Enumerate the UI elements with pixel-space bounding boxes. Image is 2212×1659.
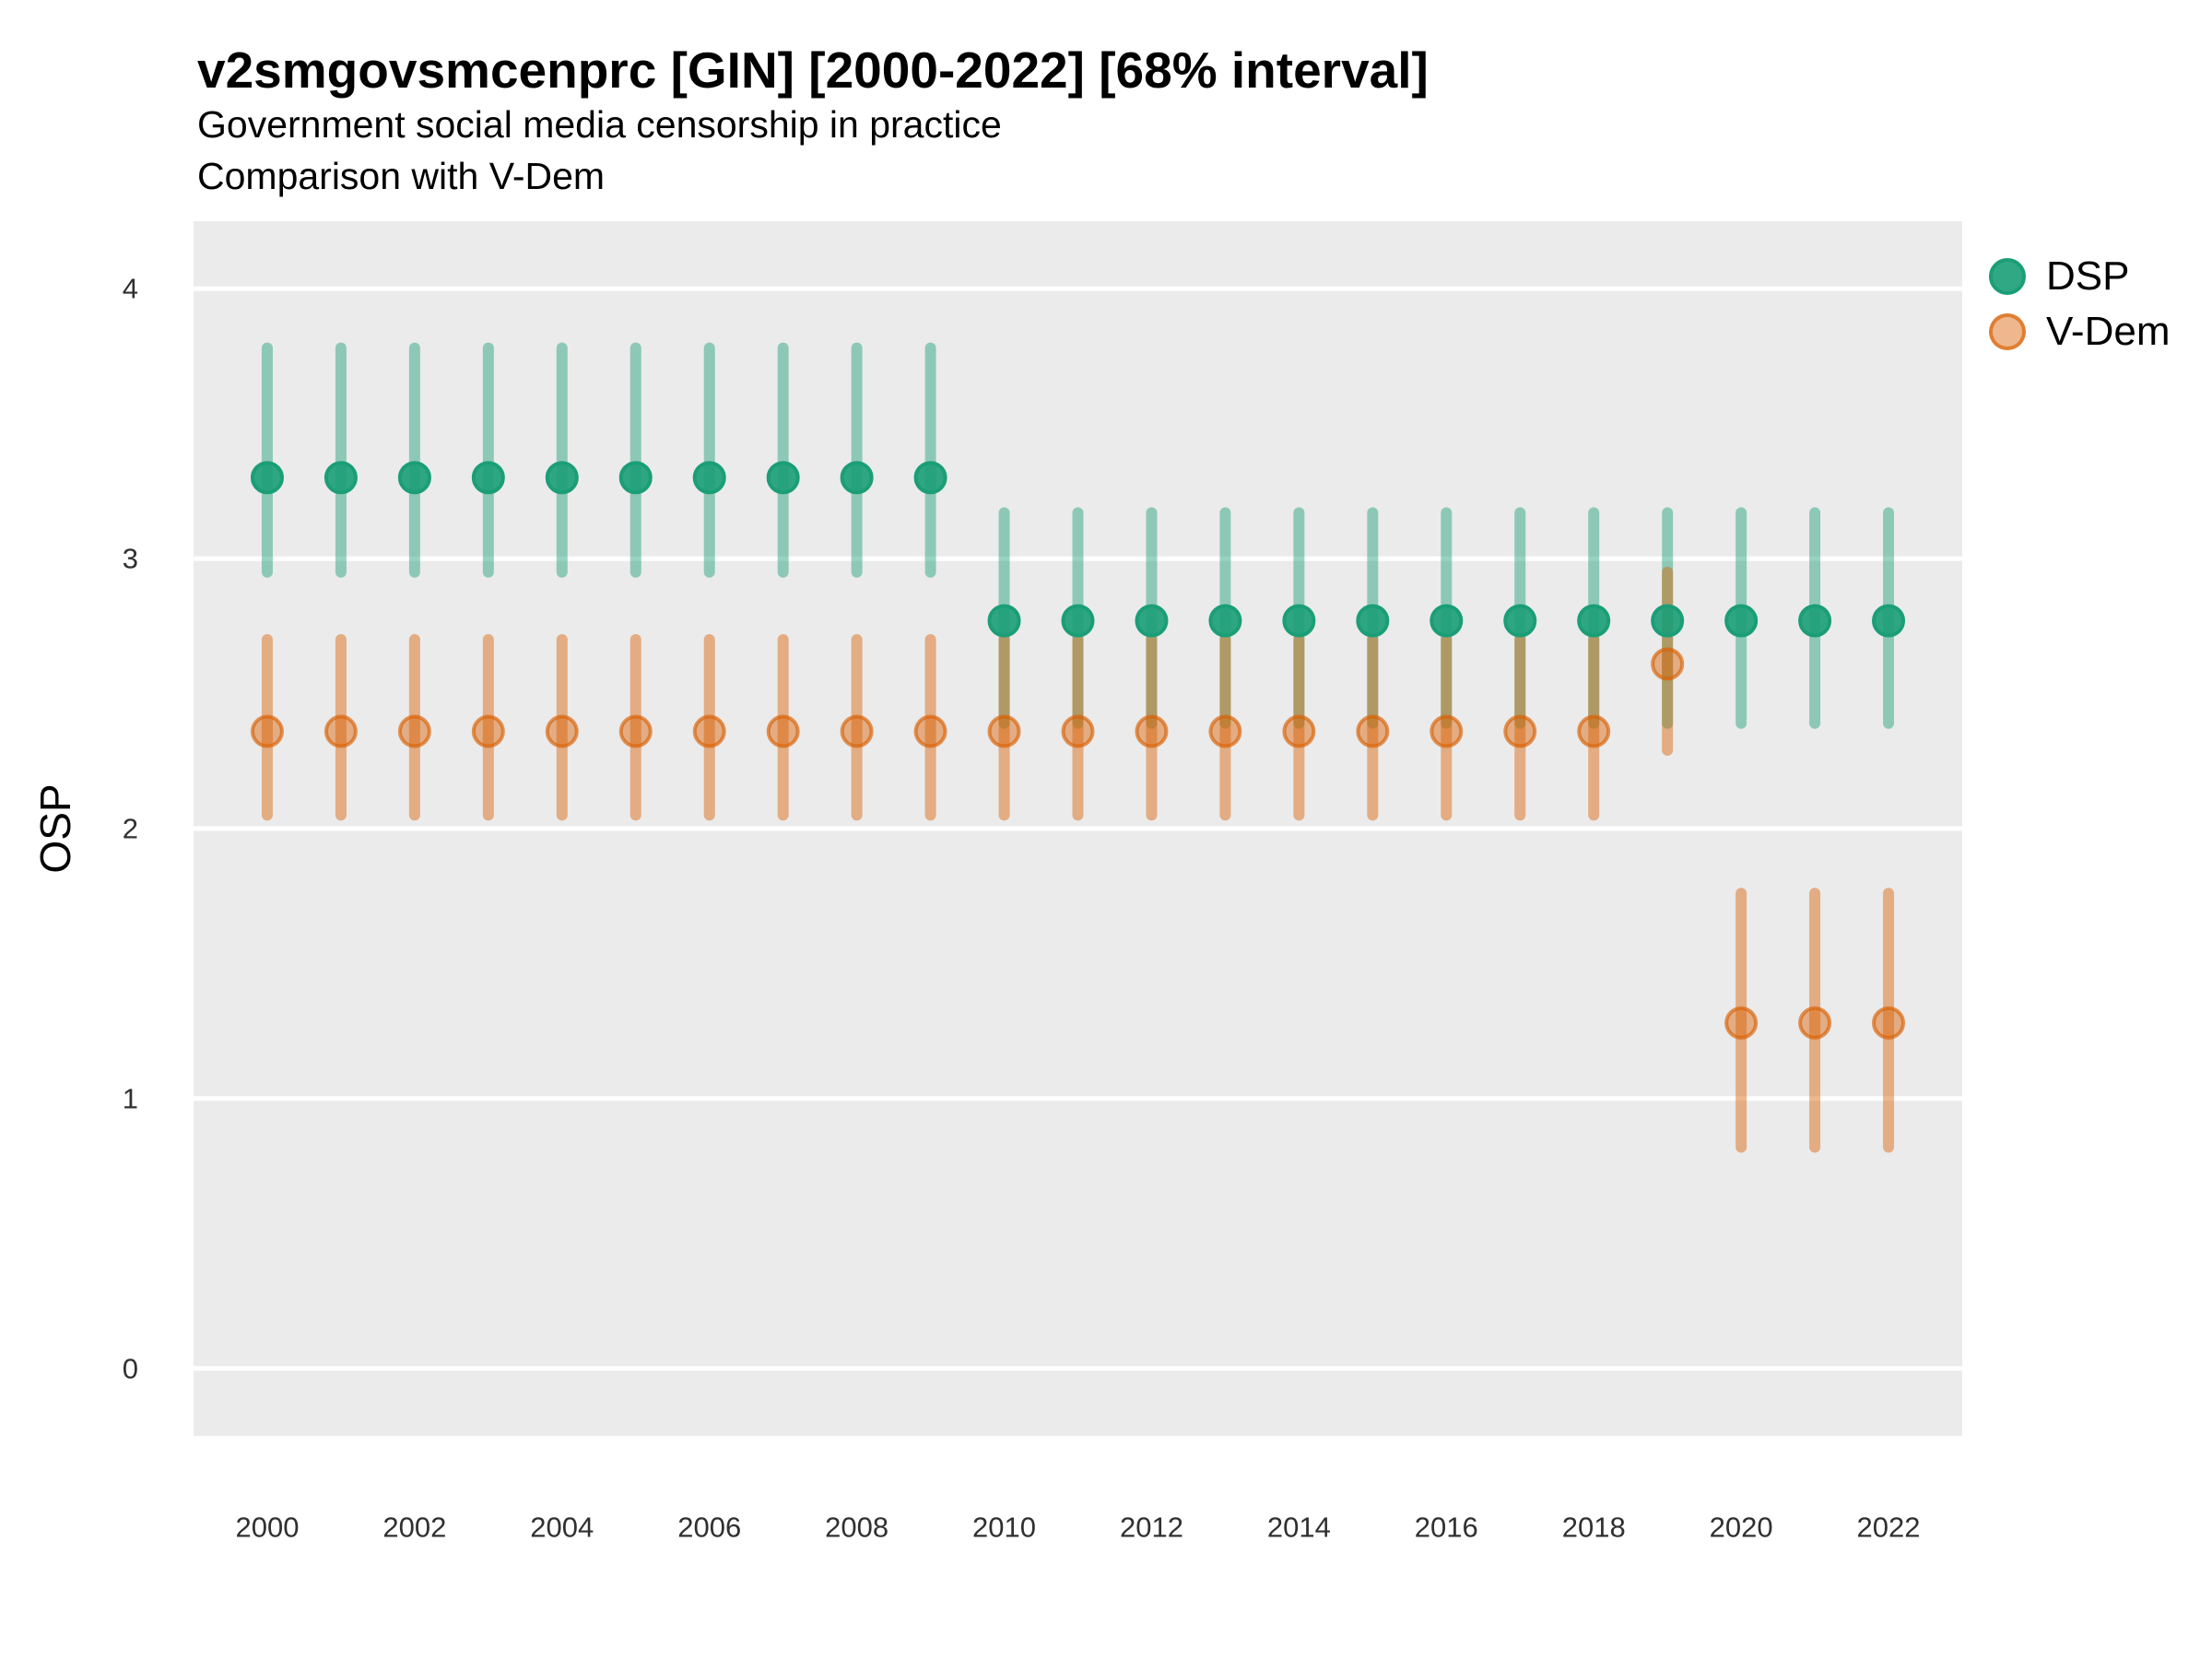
x-tick-label: 2022 <box>1857 1512 1921 1544</box>
vdem-swatch-icon <box>1989 313 2026 350</box>
vdem-point <box>1651 647 1685 681</box>
vdem-point <box>840 714 874 748</box>
vdem-point <box>1135 714 1169 748</box>
dsp-point <box>1061 604 1095 638</box>
dsp-point <box>1135 604 1169 638</box>
dsp-point <box>1651 604 1685 638</box>
dsp-point <box>840 461 874 495</box>
vdem-point <box>471 714 505 748</box>
vdem-point <box>1503 714 1537 748</box>
dsp-point <box>1208 604 1242 638</box>
dsp-swatch-icon <box>1989 258 2026 295</box>
y-tick-label: 4 <box>123 273 138 305</box>
y-axis-label: OSP <box>31 783 79 873</box>
x-tick-label: 2002 <box>382 1512 446 1544</box>
vdem-point <box>545 714 579 748</box>
dsp-point <box>1282 604 1316 638</box>
dsp-point <box>471 461 505 495</box>
x-tick-label: 2014 <box>1267 1512 1331 1544</box>
x-tick-label: 2012 <box>1120 1512 1183 1544</box>
chart-subtitle-2: Comparison with V-Dem <box>197 155 606 197</box>
dsp-point <box>1872 604 1906 638</box>
dsp-point <box>766 461 800 495</box>
x-tick-label: 2016 <box>1415 1512 1478 1544</box>
vdem-point <box>1724 1006 1759 1040</box>
x-tick-label: 2020 <box>1710 1512 1773 1544</box>
x-tick-label: 2018 <box>1562 1512 1626 1544</box>
vdem-point <box>324 714 358 748</box>
dsp-point <box>324 461 358 495</box>
vdem-point <box>766 714 800 748</box>
y-tick-label: 3 <box>123 543 138 575</box>
dsp-point <box>250 461 284 495</box>
dsp-point <box>1356 604 1390 638</box>
legend-item-dsp: DSP <box>1989 253 2170 299</box>
chart-subtitle: Government social media censorship in pr… <box>197 103 1002 146</box>
y-tick-label: 0 <box>123 1352 138 1384</box>
dsp-point <box>1577 604 1611 638</box>
vdem-point <box>692 714 726 748</box>
vdem-point <box>1577 714 1611 748</box>
dsp-point <box>913 461 947 495</box>
y-tick-label: 2 <box>123 813 138 845</box>
vdem-point <box>1061 714 1095 748</box>
vdem-point <box>987 714 1021 748</box>
dsp-point <box>692 461 726 495</box>
vdem-point <box>397 714 431 748</box>
dsp-point <box>1724 604 1759 638</box>
legend-item-vdem: V-Dem <box>1989 309 2171 354</box>
vdem-point <box>913 714 947 748</box>
legend: DSP V-Dem <box>1989 253 2171 354</box>
dsp-point <box>1503 604 1537 638</box>
chart-title: v2smgovsmcenprc [GIN] [2000-2022] [68% i… <box>197 41 1429 99</box>
vdem-point <box>1208 714 1242 748</box>
dsp-point <box>397 461 431 495</box>
x-tick-label: 2008 <box>825 1512 888 1544</box>
vdem-point <box>1356 714 1390 748</box>
vdem-point <box>250 714 284 748</box>
vdem-point <box>1282 714 1316 748</box>
dsp-point <box>1430 604 1464 638</box>
dsp-point <box>1798 604 1832 638</box>
x-tick-label: 2010 <box>972 1512 1036 1544</box>
dsp-point <box>618 461 653 495</box>
dsp-point <box>987 604 1021 638</box>
legend-label-dsp: DSP <box>2046 253 2130 299</box>
vdem-point <box>1872 1006 1906 1040</box>
dsp-point <box>545 461 579 495</box>
legend-label-vdem: V-Dem <box>2046 309 2171 354</box>
vdem-point <box>1430 714 1464 748</box>
x-tick-label: 2000 <box>235 1512 299 1544</box>
x-tick-label: 2006 <box>677 1512 741 1544</box>
vdem-point <box>1798 1006 1832 1040</box>
y-tick-label: 1 <box>123 1082 138 1114</box>
x-tick-label: 2004 <box>530 1512 594 1544</box>
vdem-point <box>618 714 653 748</box>
